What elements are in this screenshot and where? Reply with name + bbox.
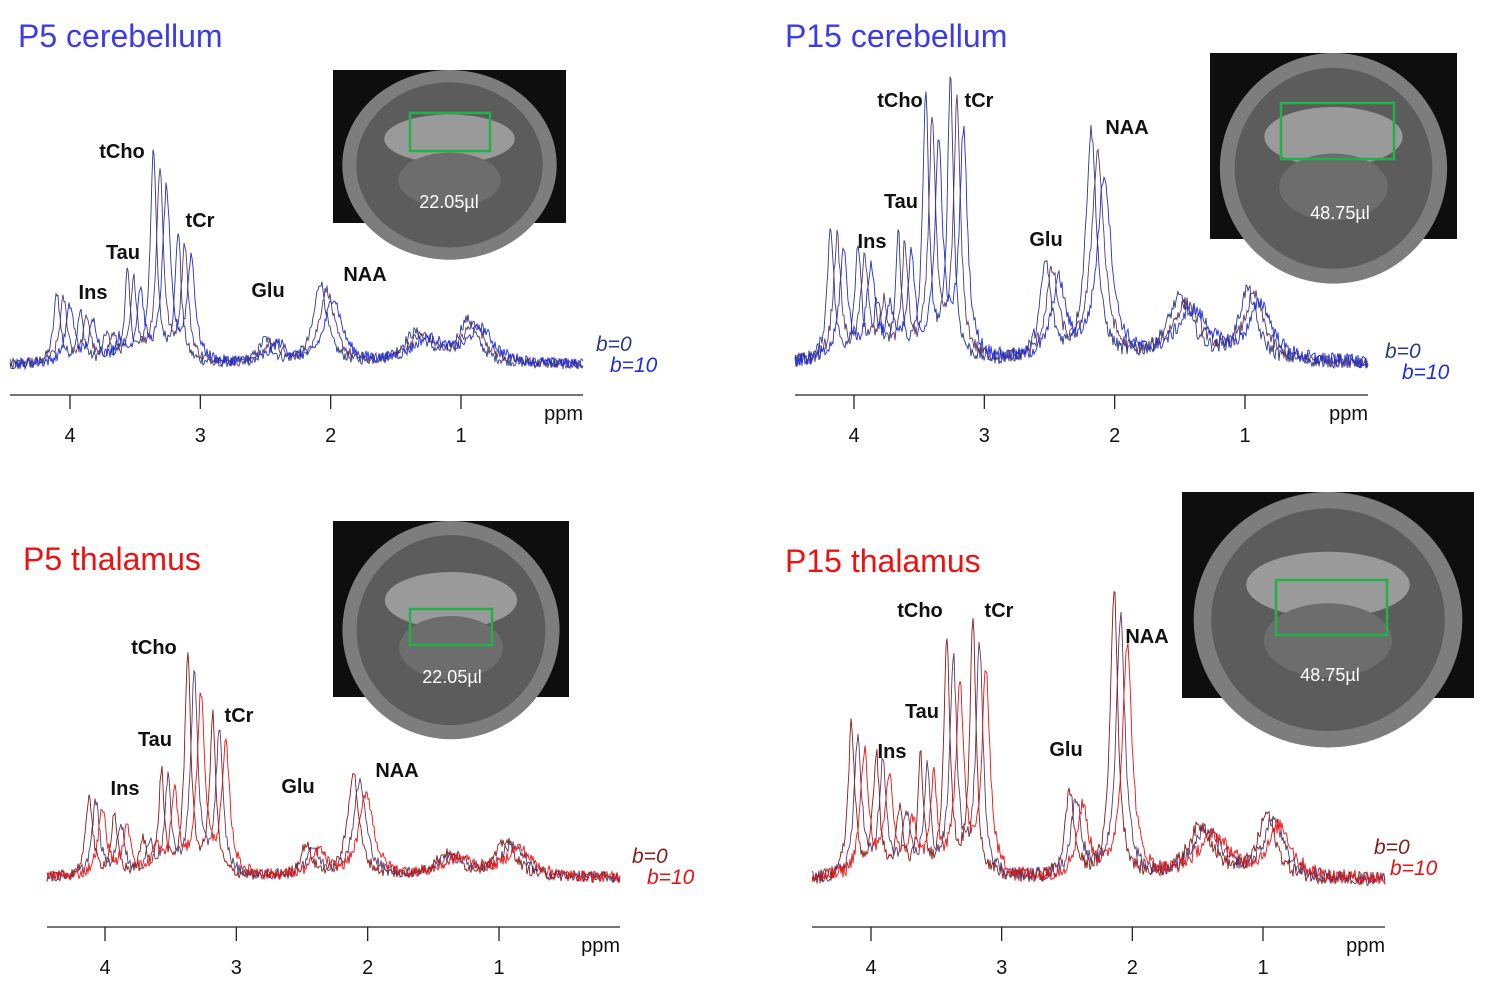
- peak-label-naa: NAA: [1105, 117, 1148, 139]
- peak-label-tau: Tau: [905, 701, 939, 723]
- voxel-volume-label: 48.75µl: [1300, 665, 1359, 685]
- mri-inset: 48.75µl: [1210, 53, 1457, 284]
- x-tick-label: 2: [1109, 425, 1120, 447]
- peak-label-tau: Tau: [138, 729, 172, 751]
- brain-core: [1279, 153, 1388, 221]
- peak-label-ins: Ins: [858, 231, 887, 253]
- legend-b-0: b=0: [1385, 340, 1421, 363]
- panel-title: P5 cerebellum: [18, 18, 223, 54]
- voxel-volume-label: 48.75µl: [1310, 203, 1369, 223]
- x-axis-unit-label: ppm: [1346, 935, 1385, 957]
- peak-label-tcr: tCr: [225, 705, 254, 727]
- x-axis-unit-label: ppm: [544, 403, 583, 425]
- peak-label-naa: NAA: [343, 264, 386, 286]
- spectrum-line-2: [794, 94, 1369, 369]
- peak-label-tcho: tCho: [99, 141, 145, 163]
- panel-1: P5 cerebellum 4 3 2 1 ppm tCho tCr Tau Ins Glu NAA b…: [9, 18, 658, 447]
- x-tick-label: 1: [455, 425, 466, 447]
- x-tick-label: 1: [1239, 425, 1250, 447]
- x-tick-label: 4: [99, 957, 110, 979]
- spectrum-line-3: [46, 692, 621, 883]
- legend-b-10: b=10: [1390, 857, 1438, 880]
- spectrum-line-3: [794, 125, 1369, 369]
- voxel-volume-label: 22.05µl: [422, 667, 481, 687]
- brain-structure: [1246, 551, 1410, 618]
- voxel-volume-label: 22.05µl: [419, 192, 478, 212]
- spectrum-line-3: [9, 182, 584, 371]
- voxel-roi-box: [1274, 578, 1389, 637]
- peak-label-ins: Ins: [111, 778, 140, 800]
- peak-label-tcr: tCr: [985, 600, 1014, 622]
- brain-structure: [1264, 106, 1403, 167]
- legend-b-10: b=10: [647, 866, 695, 889]
- spectrum-line-2: [9, 168, 584, 370]
- peak-label-tcho: tCho: [877, 90, 923, 112]
- peak-label-ins: Ins: [878, 741, 907, 763]
- legend-b-0: b=0: [596, 333, 632, 356]
- spectrum-line-1: [811, 591, 1386, 886]
- peak-label-tcr: tCr: [186, 210, 215, 232]
- x-axis-unit-label: ppm: [1329, 403, 1368, 425]
- peak-label-tau: Tau: [106, 242, 140, 264]
- peak-label-tau: Tau: [884, 191, 918, 213]
- voxel-roi-box: [408, 111, 492, 153]
- peak-label-tcho: tCho: [131, 637, 177, 659]
- x-tick-label: 1: [493, 957, 504, 979]
- x-tick-label: 1: [1257, 957, 1268, 979]
- x-tick-label: 3: [231, 957, 242, 979]
- mri-inset: 22.05µl: [333, 521, 569, 740]
- peak-label-tcr: tCr: [965, 90, 994, 112]
- x-tick-label: 4: [848, 425, 859, 447]
- x-tick-label: 2: [362, 957, 373, 979]
- x-tick-label: 3: [195, 425, 206, 447]
- peak-label-tcho: tCho: [897, 600, 943, 622]
- x-tick-label: 2: [1127, 957, 1138, 979]
- spectrum-line-2: [811, 611, 1386, 886]
- peak-label-glu: Glu: [281, 776, 314, 798]
- x-tick-label: 2: [325, 425, 336, 447]
- legend-b-0: b=0: [632, 845, 668, 868]
- panel-2: P15 cerebellum 4 3 2 1 ppm tCho tCr Tau Ins Glu NAA…: [785, 18, 1457, 447]
- legend-b-10: b=10: [610, 354, 658, 377]
- panel-title: P15 cerebellum: [785, 18, 1007, 54]
- x-tick-label: 3: [996, 957, 1007, 979]
- brain-core: [398, 152, 501, 208]
- peak-label-naa: NAA: [375, 760, 418, 782]
- legend-b-0: b=0: [1374, 836, 1410, 859]
- peak-label-naa: NAA: [1125, 626, 1168, 648]
- voxel-roi-box: [1279, 101, 1396, 161]
- voxel-roi-box: [408, 607, 494, 647]
- panel-4: P15 thalamus 4 3 2 1 ppm tCho tCr Tau Ins Glu NAA b=…: [785, 491, 1474, 979]
- x-tick-label: 3: [979, 425, 990, 447]
- brain-core: [1263, 603, 1393, 678]
- panel-title: P5 thalamus: [23, 541, 201, 577]
- brain-structure: [384, 572, 518, 629]
- peak-label-glu: Glu: [251, 280, 284, 302]
- x-tick-label: 4: [64, 425, 75, 447]
- panel-title: P15 thalamus: [785, 543, 981, 579]
- x-tick-label: 4: [865, 957, 876, 979]
- mri-inset: 48.75µl: [1182, 491, 1474, 748]
- brain-core: [399, 616, 503, 680]
- x-axis-unit-label: ppm: [581, 935, 620, 957]
- panel-3: P5 thalamus 4 3 2 1 ppm tCho tCr Tau Ins Glu NAA b=0…: [23, 521, 695, 979]
- legend-b-10: b=10: [1402, 361, 1450, 384]
- spectrum-line-2: [46, 669, 621, 883]
- peak-label-glu: Glu: [1049, 739, 1082, 761]
- peak-label-ins: Ins: [79, 282, 108, 304]
- peak-label-glu: Glu: [1029, 229, 1062, 251]
- spectrum-line-1: [46, 652, 621, 884]
- spectrum-line-3: [811, 643, 1386, 886]
- mri-inset: 22.05µl: [333, 70, 566, 260]
